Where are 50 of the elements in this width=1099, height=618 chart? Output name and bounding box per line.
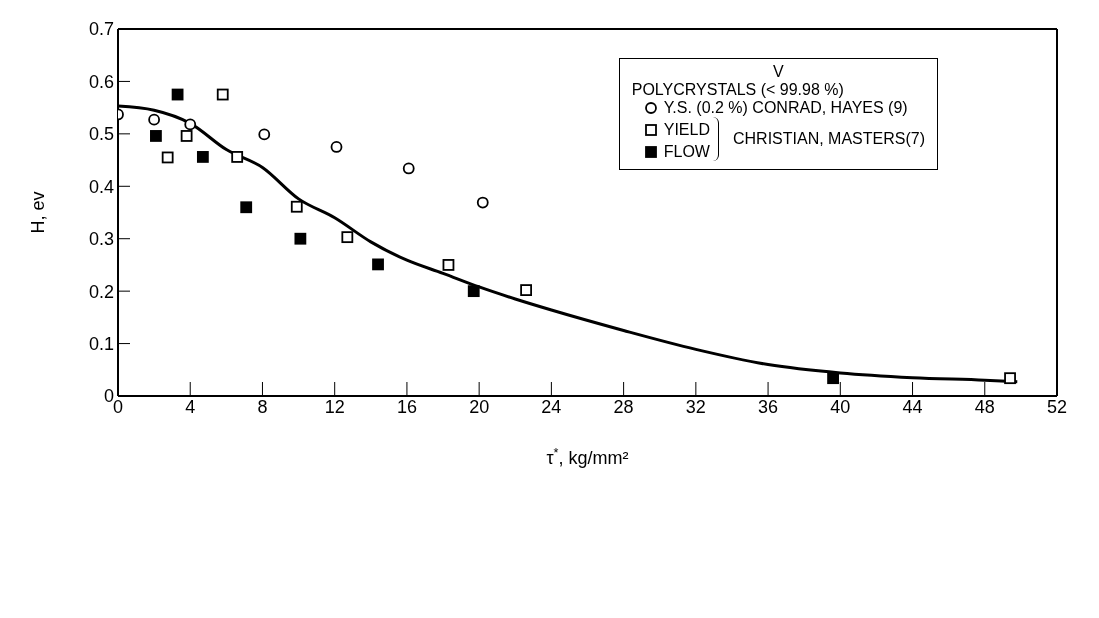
point [467, 285, 480, 298]
x-tick-label: 20 [469, 396, 490, 417]
x-tick-label: 24 [541, 396, 562, 417]
point [180, 130, 193, 142]
annotation: CHRISTIAN, MASTERS(7) [732, 130, 925, 147]
y-tick-label: 0.4 [88, 176, 114, 197]
x-tick-label: 12 [324, 396, 345, 417]
y-axis-title: H, ev [28, 191, 49, 234]
point [372, 258, 384, 271]
point [240, 201, 253, 214]
point [294, 232, 307, 245]
point [402, 162, 415, 175]
point [1004, 372, 1016, 385]
point [196, 151, 209, 163]
point [520, 284, 532, 296]
x-tick-label: 32 [685, 396, 706, 417]
x-tick-label: 16 [396, 396, 417, 417]
legend-label: FLOW [663, 143, 710, 161]
annotation: POLYCRYSTALS (< 99.98 %) [631, 81, 844, 98]
point [442, 259, 455, 271]
point [341, 231, 354, 244]
y-tick-label: 0.2 [88, 281, 114, 302]
point [330, 141, 343, 153]
legend-label: YIELD [663, 121, 710, 139]
point [216, 88, 229, 101]
point [290, 200, 303, 213]
point [231, 151, 244, 163]
legend-title: V [773, 63, 784, 80]
x-tick-label: 52 [1046, 396, 1068, 417]
y-tick-label: 0.3 [88, 229, 114, 250]
x-tick-label: 48 [974, 396, 995, 417]
x-tick-label: 40 [830, 396, 851, 417]
x-tick-label: 8 [257, 396, 268, 417]
point [258, 128, 271, 141]
x-tick-label: 36 [758, 396, 779, 417]
point [161, 151, 174, 164]
point [827, 372, 839, 385]
point [148, 113, 161, 126]
y-tick-label: 0.5 [88, 124, 114, 145]
x-axis-title: τ$^{*}$, kg/mm² [546, 446, 629, 468]
legend-label: Y.S. (0.2 %) CONRAD, HAYES (9) [663, 99, 908, 117]
x-tick-label: 4 [185, 396, 196, 417]
y-tick-label: 0.1 [88, 333, 114, 354]
point [476, 196, 489, 209]
x-tick-label: 44 [902, 396, 923, 417]
x-tick-label: 28 [613, 396, 634, 417]
point [150, 130, 162, 142]
y-tick-label: 0.6 [88, 71, 114, 92]
point [184, 118, 197, 131]
y-tick-label: 0.7 [88, 19, 114, 40]
